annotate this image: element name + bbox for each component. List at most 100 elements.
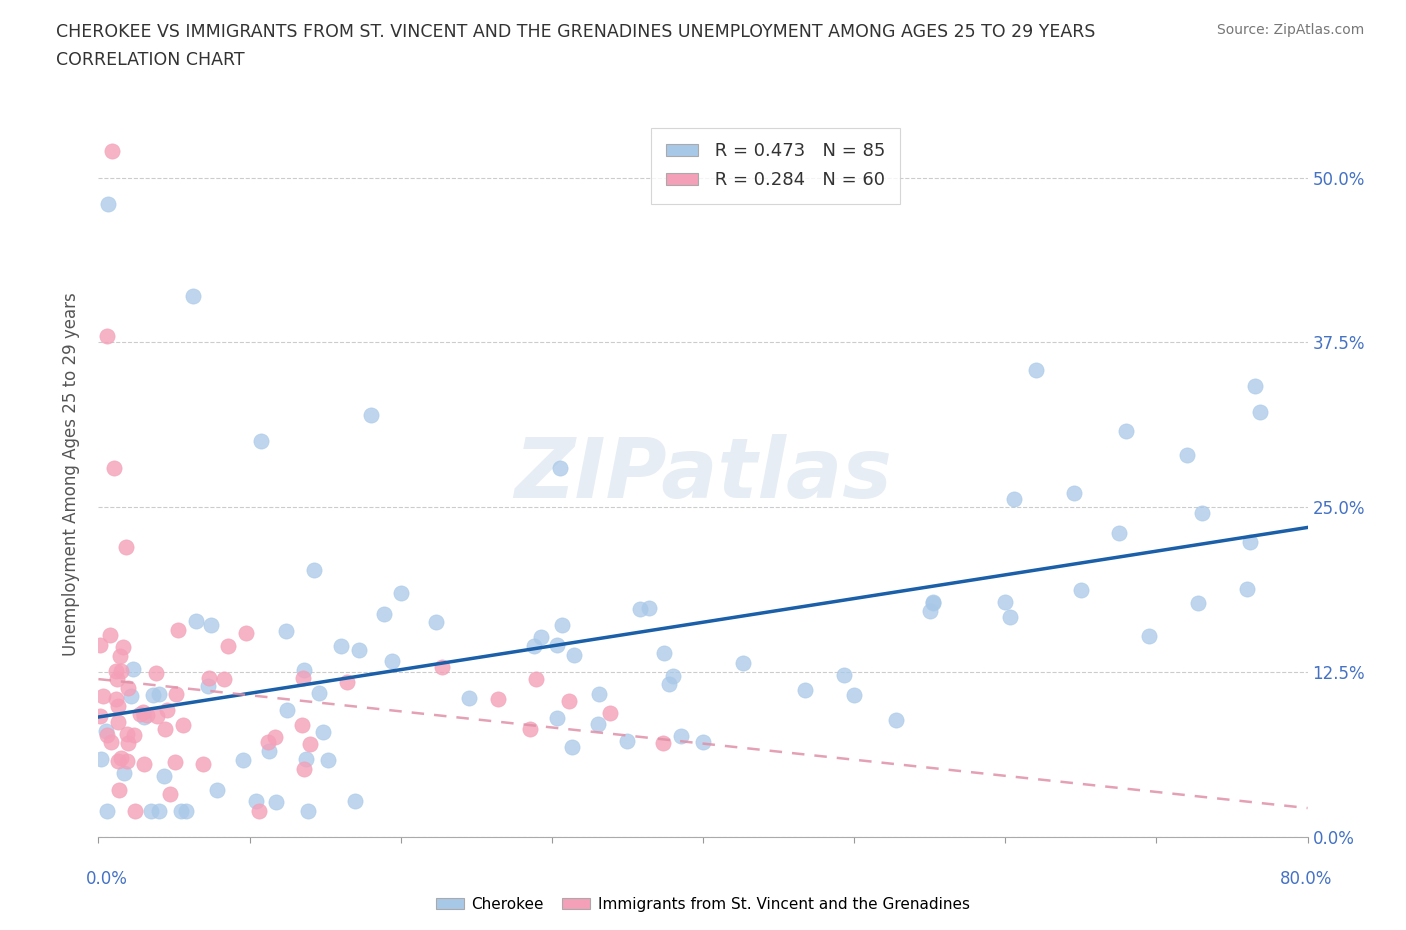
Point <box>669 728 692 743</box>
Text: CORRELATION CHART: CORRELATION CHART <box>56 51 245 69</box>
Point <box>107 753 129 768</box>
Point <box>122 661 145 676</box>
Point <box>1249 405 1271 419</box>
Point <box>304 563 326 578</box>
Point <box>96 727 118 742</box>
Point <box>558 693 581 708</box>
Point <box>108 649 131 664</box>
Point <box>588 686 610 701</box>
Point <box>120 688 142 703</box>
Point <box>250 434 273 449</box>
Point <box>844 687 866 702</box>
Point <box>159 787 181 802</box>
Point <box>599 705 621 720</box>
Point <box>132 756 155 771</box>
Point <box>148 686 170 701</box>
Point <box>232 752 254 767</box>
Point <box>172 717 194 732</box>
Point <box>295 751 318 766</box>
Point <box>733 656 755 671</box>
Point <box>129 706 152 721</box>
Point <box>156 703 179 718</box>
Point <box>263 730 285 745</box>
Point <box>181 289 204 304</box>
Point <box>134 710 156 724</box>
Point <box>124 804 146 818</box>
Point <box>152 768 174 783</box>
Point <box>308 686 330 701</box>
Point <box>165 687 187 702</box>
Point <box>148 804 170 818</box>
Point <box>174 804 197 818</box>
Point <box>550 460 572 475</box>
Point <box>1236 582 1258 597</box>
Point <box>1002 492 1025 507</box>
Point <box>658 676 681 691</box>
Point <box>96 724 118 738</box>
Point <box>101 144 124 159</box>
Point <box>205 783 228 798</box>
Point <box>918 604 941 618</box>
Point <box>110 663 132 678</box>
Point <box>107 782 129 797</box>
Point <box>292 662 315 677</box>
Point <box>994 594 1017 609</box>
Point <box>115 539 138 554</box>
Point <box>136 708 159 723</box>
Point <box>652 645 675 660</box>
Point <box>547 638 569 653</box>
Point <box>274 623 297 638</box>
Point <box>312 725 335 740</box>
Point <box>1175 448 1198 463</box>
Point <box>245 793 267 808</box>
Point <box>1024 363 1046 378</box>
Point <box>257 734 280 749</box>
Text: Source: ZipAtlas.com: Source: ZipAtlas.com <box>1216 23 1364 37</box>
Point <box>832 667 855 682</box>
Point <box>524 671 547 686</box>
Point <box>329 639 352 654</box>
Legend:  R = 0.473   N = 85,  R = 0.284   N = 60: R = 0.473 N = 85, R = 0.284 N = 60 <box>651 128 900 204</box>
Point <box>200 618 222 632</box>
Point <box>184 614 207 629</box>
Point <box>1137 629 1160 644</box>
Point <box>89 637 111 652</box>
Point <box>1187 596 1209 611</box>
Point <box>89 709 111 724</box>
Point <box>360 407 382 422</box>
Text: CHEROKEE VS IMMIGRANTS FROM ST. VINCENT AND THE GRENADINES UNEMPLOYMENT AMONG AG: CHEROKEE VS IMMIGRANTS FROM ST. VINCENT … <box>56 23 1095 41</box>
Point <box>145 709 167 724</box>
Point <box>103 460 125 475</box>
Point <box>107 698 129 713</box>
Point <box>105 691 128 706</box>
Point <box>486 692 509 707</box>
Point <box>153 722 176 737</box>
Point <box>98 628 121 643</box>
Point <box>197 678 219 693</box>
Point <box>105 663 128 678</box>
Point <box>247 804 270 818</box>
Text: 0.0%: 0.0% <box>86 870 128 887</box>
Point <box>110 751 132 765</box>
Point <box>191 757 214 772</box>
Point <box>336 674 359 689</box>
Point <box>316 752 339 767</box>
Point <box>998 609 1021 624</box>
Point <box>291 671 314 685</box>
Point <box>616 734 638 749</box>
Point <box>519 722 541 737</box>
Point <box>530 630 553 644</box>
Point <box>291 717 314 732</box>
Point <box>132 705 155 720</box>
Y-axis label: Unemployment Among Ages 25 to 29 years: Unemployment Among Ages 25 to 29 years <box>62 292 80 657</box>
Point <box>169 804 191 818</box>
Point <box>1244 379 1267 393</box>
Point <box>117 753 139 768</box>
Point <box>217 638 239 653</box>
Point <box>344 794 367 809</box>
Point <box>588 717 610 732</box>
Point <box>112 766 135 781</box>
Point <box>921 595 943 610</box>
Point <box>163 755 186 770</box>
Point <box>112 640 135 655</box>
